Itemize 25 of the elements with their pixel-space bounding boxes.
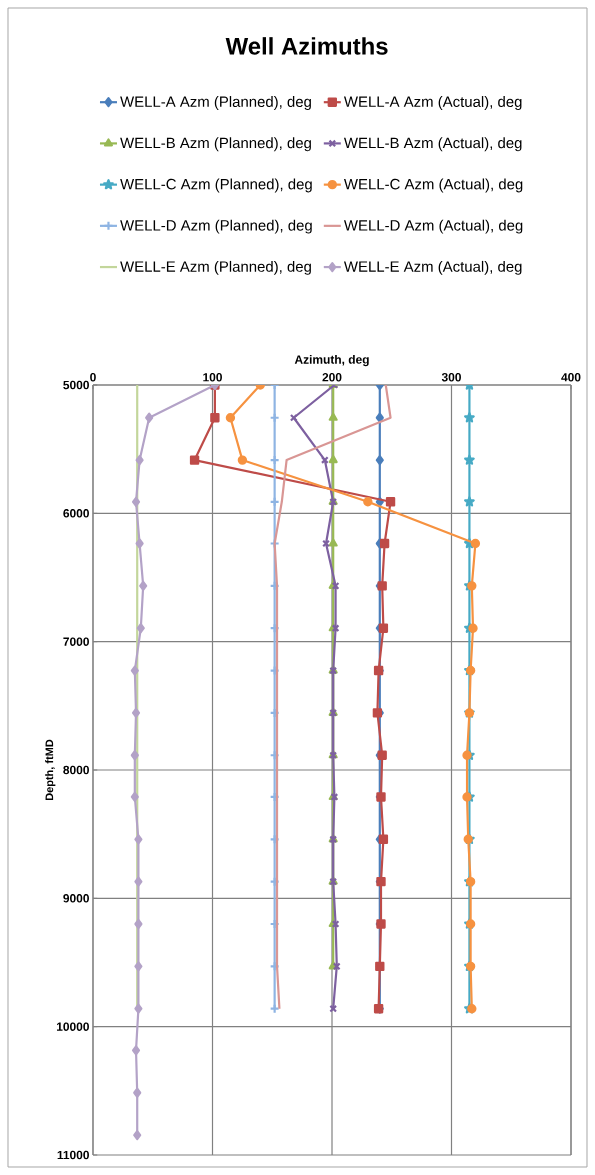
x-tick-label: 100 [203, 373, 222, 382]
legend-label: WELL-E Azm (Planned), deg [120, 260, 311, 275]
x-tick-label: 300 [441, 373, 461, 382]
chart-title: Well Azimuths [225, 37, 388, 55]
y-tick-label: 10000 [56, 1022, 89, 1031]
x-tick-label: 200 [322, 373, 342, 382]
y-tick-label: 8000 [63, 765, 89, 775]
y-tick-label: 9000 [63, 894, 89, 903]
legend-label: WELL-D Azm (Actual), deg [343, 219, 523, 234]
legend-label: WELL-B Azm (Planned), deg [120, 137, 311, 152]
legend-label: WELL-C Azm (Planned), deg [120, 178, 312, 193]
y-tick-label: 5000 [63, 380, 89, 390]
y-axis-title: Depth, ftMD [45, 739, 56, 801]
legend-label: WELL-A Azm (Actual), deg [343, 96, 522, 110]
x-axis-title: Azimuth, deg [294, 354, 369, 367]
legend-label: WELL-E Azm (Actual), deg [343, 260, 522, 275]
x-tick-label: 400 [561, 373, 581, 382]
legend-label: WELL-C Azm (Actual), deg [343, 178, 523, 193]
legend-label: WELL-B Azm (Actual), deg [343, 137, 522, 152]
y-tick-label: 11000 [57, 1150, 89, 1160]
legend-label: WELL-A Azm (Planned), deg [120, 96, 311, 110]
y-tick-label: 6000 [63, 509, 89, 518]
y-tick-label: 7000 [63, 637, 89, 646]
x-tick-label: 0 [90, 373, 96, 382]
legend-label: WELL-D Azm (Planned), deg [120, 219, 312, 234]
